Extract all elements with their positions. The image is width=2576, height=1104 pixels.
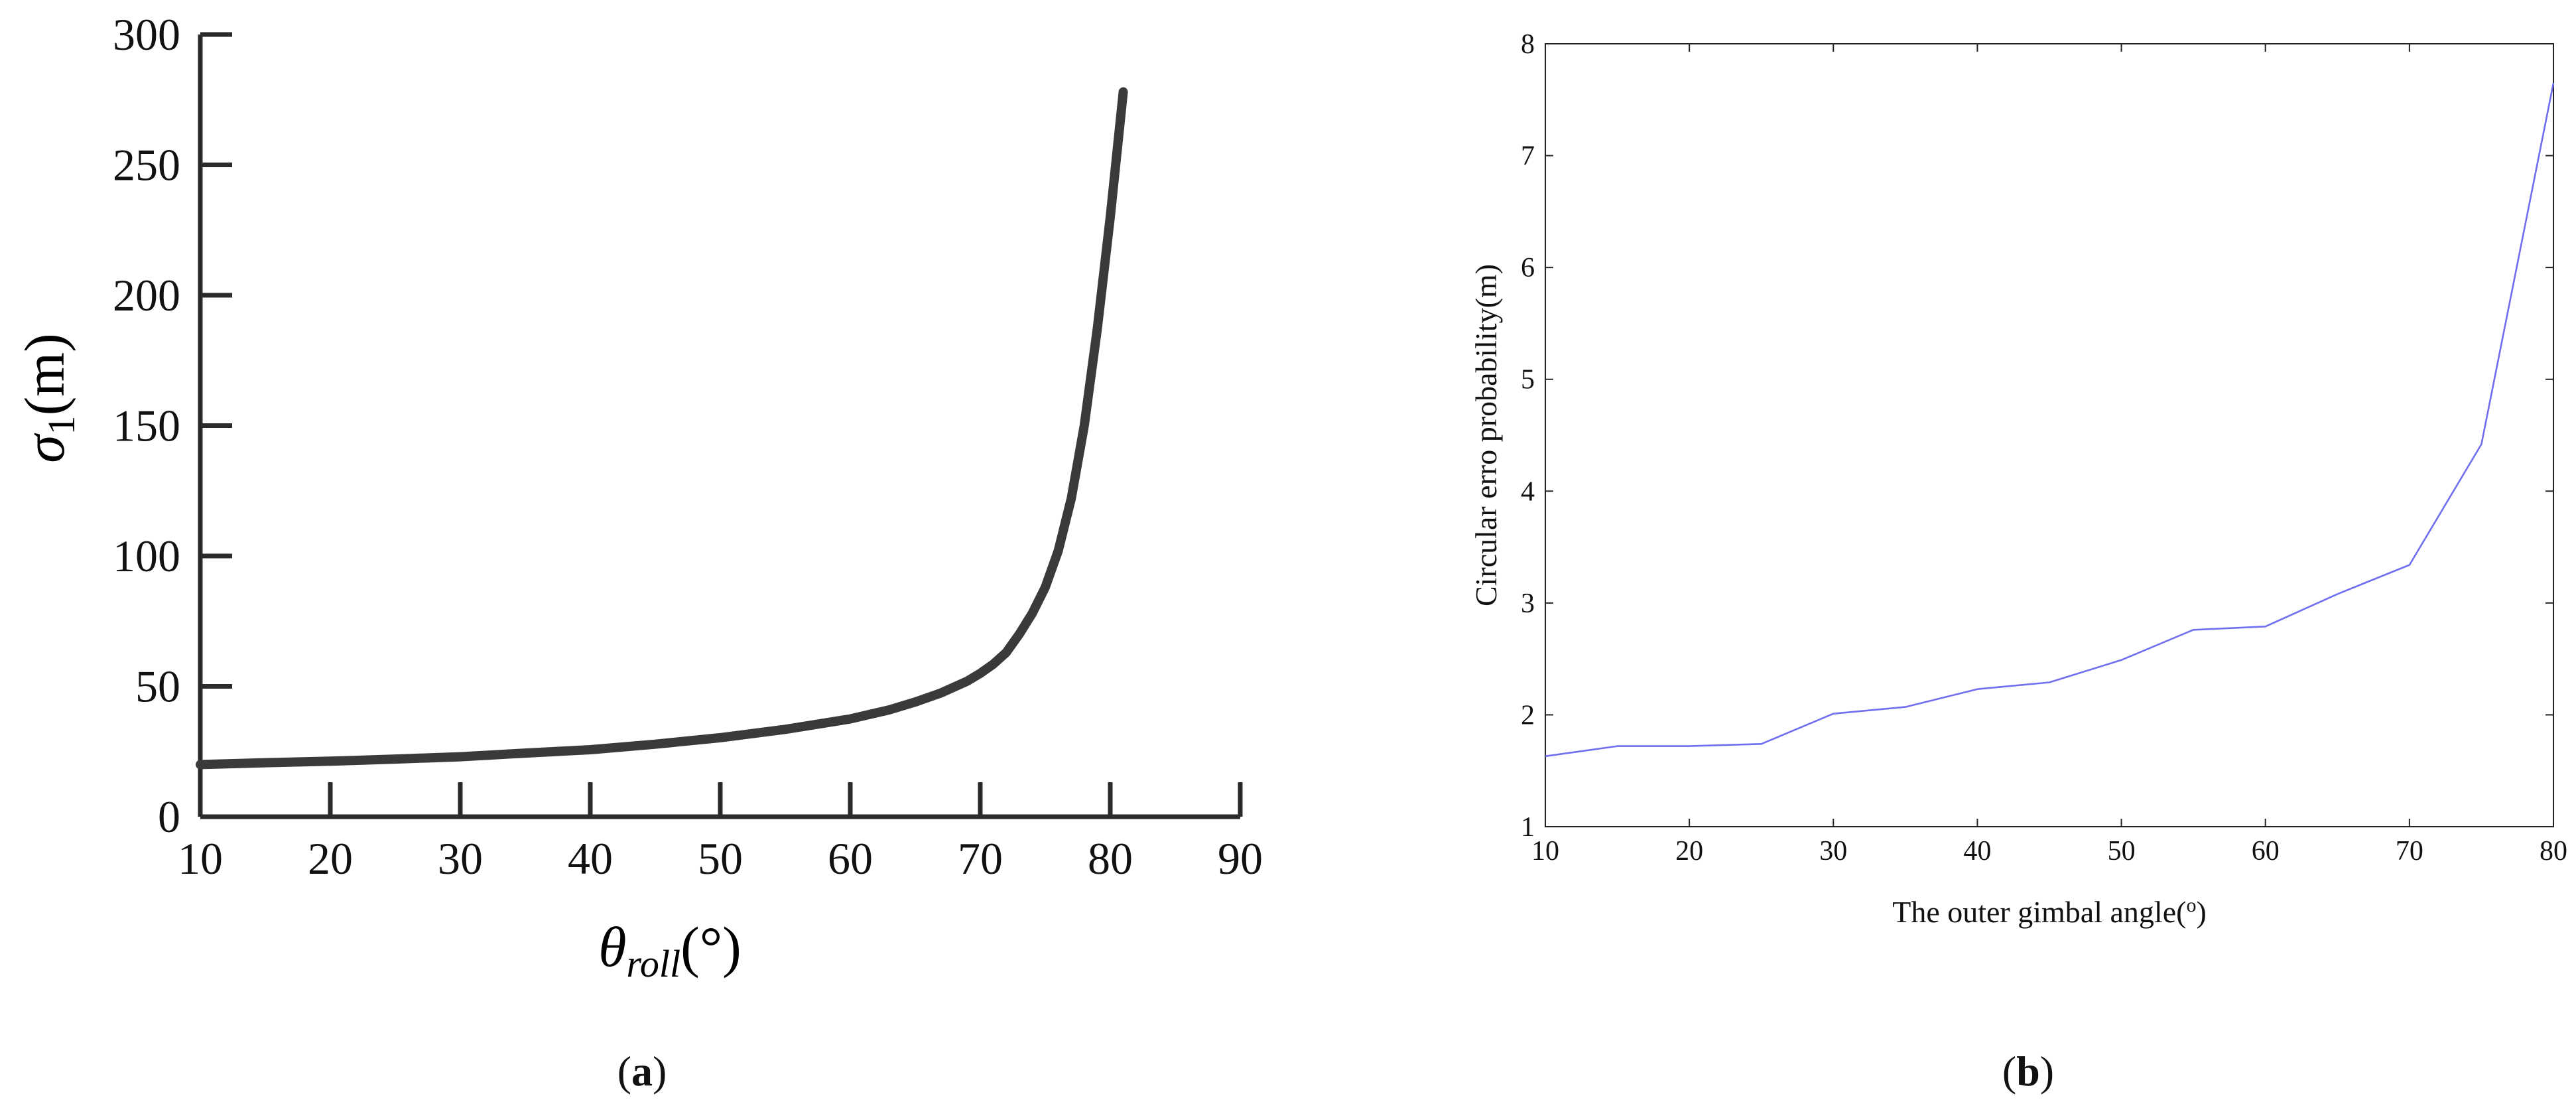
panel-b-xtick-label: 40 (1963, 836, 1991, 866)
panel-b-xtick-label: 80 (2540, 836, 2567, 866)
panel-a-xtick-label: 40 (568, 833, 613, 884)
panel-a-ytick-label: 250 (113, 140, 180, 190)
panel-a-xtick-label: 70 (958, 833, 1003, 884)
panel-b-series-line (1545, 82, 2555, 758)
panel-a-xtick-label: 20 (308, 833, 353, 884)
panel-b-ytick-label: 7 (1521, 141, 1535, 172)
panel-a-xtick-label: 50 (698, 833, 743, 884)
panel-b-ytick-label: 4 (1521, 476, 1535, 507)
panel-b-xtick-label: 20 (1675, 836, 1703, 866)
panel-a-xtick-label: 30 (438, 833, 483, 884)
panel-b-xtick-label: 10 (1531, 836, 1559, 866)
panel-a-xtick-label: 80 (1088, 833, 1133, 884)
panel-a-series-line (196, 87, 1128, 770)
panel-b-ylabel: Circular erro probability(m) (1469, 264, 1503, 606)
panel-a-ytick-label: 300 (113, 9, 180, 60)
panel-b-xtick-label: 70 (2396, 836, 2423, 866)
panel-b-ytick-label: 5 (1521, 365, 1535, 395)
panel-a-xlabel: θroll(°) (598, 915, 741, 985)
chart-panel-a: 0 50 100 150 200 250 300 10 20 30 40 50 60 70 80 90 θro… (13, 9, 1263, 1095)
panel-a-ytick-label: 150 (113, 401, 180, 451)
panel-a-ytick-label: 200 (113, 270, 180, 320)
panel-a-xtick-label: 10 (178, 833, 223, 884)
panel-a-ytick-label: 50 (135, 661, 180, 712)
panel-b-ytick-label: 8 (1521, 29, 1535, 60)
panel-b-ytick-label: 6 (1521, 253, 1535, 283)
panel-a-xtick-label: 90 (1218, 833, 1263, 884)
panel-b-ytick-label: 1 (1521, 812, 1535, 843)
panel-b-label: (b) (2002, 1048, 2054, 1095)
panel-b-xtick-label: 30 (1819, 836, 1847, 866)
chart-panel-b: 10 20 30 40 50 60 70 80 1 2 3 4 5 6 7 8 The outer gimba… (1469, 29, 2567, 1095)
panel-a-ytick-label: 100 (113, 531, 180, 581)
panel-b-xtick-label: 50 (2108, 836, 2136, 866)
panel-a-ylabel: σ1(m) (13, 333, 83, 463)
panel-b-plot-frame (1545, 43, 2554, 827)
panel-b-xtick-label: 60 (2252, 836, 2280, 866)
panel-b-xlabel: The outer gimbal angle(o) (1892, 894, 2207, 929)
panel-a-label: (a) (617, 1048, 667, 1095)
panel-b-ytick-label: 3 (1521, 588, 1535, 619)
panel-a-ytick-label: 0 (158, 792, 180, 842)
panel-b-ytick-label: 2 (1521, 700, 1535, 730)
panel-a-ticks: 0 50 100 150 200 250 300 10 20 30 40 50 60 70 80 90 (113, 9, 1263, 884)
panel-b-ticks: 10 20 30 40 50 60 70 80 1 2 3 4 5 6 7 8 (1521, 29, 2567, 866)
panel-a-xtick-label: 60 (828, 833, 873, 884)
